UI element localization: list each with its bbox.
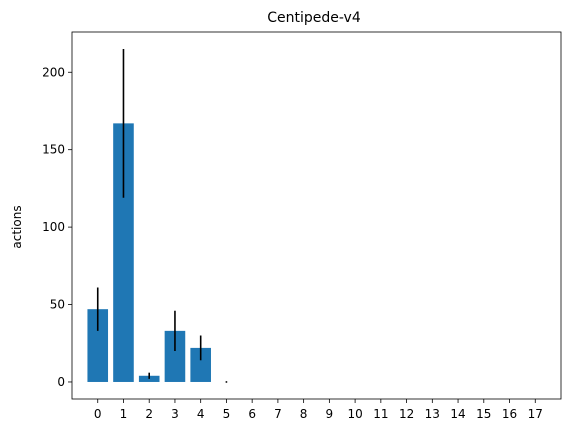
y-tick-label-200: 200 [42,65,65,79]
y-tick-label-0: 0 [57,375,65,389]
x-tick-label-1: 1 [120,407,128,421]
bar-0 [87,309,109,382]
x-tick-label-6: 6 [248,407,256,421]
x-tick-label-14: 14 [450,407,465,421]
y-axis-ticks: 0 50 100 150 200 [42,65,72,389]
bar-1 [113,123,134,382]
x-tick-label-4: 4 [197,407,205,421]
x-axis-ticks: 0 1 2 3 4 5 6 7 8 9 10 11 12 13 14 15 16 17 [94,399,543,421]
x-tick-label-17: 17 [528,407,543,421]
x-tick-label-0: 0 [94,407,102,421]
bars-layer [87,123,211,382]
x-tick-label-2: 2 [145,407,153,421]
y-axis-label: actions [10,205,24,248]
y-tick-label-150: 150 [42,143,65,157]
x-tick-label-10: 10 [347,407,362,421]
x-tick-label-5: 5 [223,407,231,421]
x-tick-label-13: 13 [425,407,440,421]
error-bars-layer [96,49,228,383]
plot-frame [71,31,562,400]
bar-3 [164,330,186,382]
x-tick-label-9: 9 [326,407,334,421]
x-tick-label-15: 15 [476,407,491,421]
x-tick-label-7: 7 [274,407,282,421]
x-tick-label-3: 3 [171,407,179,421]
bar-4 [190,347,211,382]
x-tick-label-8: 8 [300,407,308,421]
x-tick-label-11: 11 [373,407,388,421]
x-tick-label-16: 16 [502,407,517,421]
y-tick-label-100: 100 [42,220,65,234]
chart-title: Centipede-v4 [267,10,361,26]
x-tick-label-12: 12 [399,407,414,421]
y-tick-label-50: 50 [50,298,65,312]
